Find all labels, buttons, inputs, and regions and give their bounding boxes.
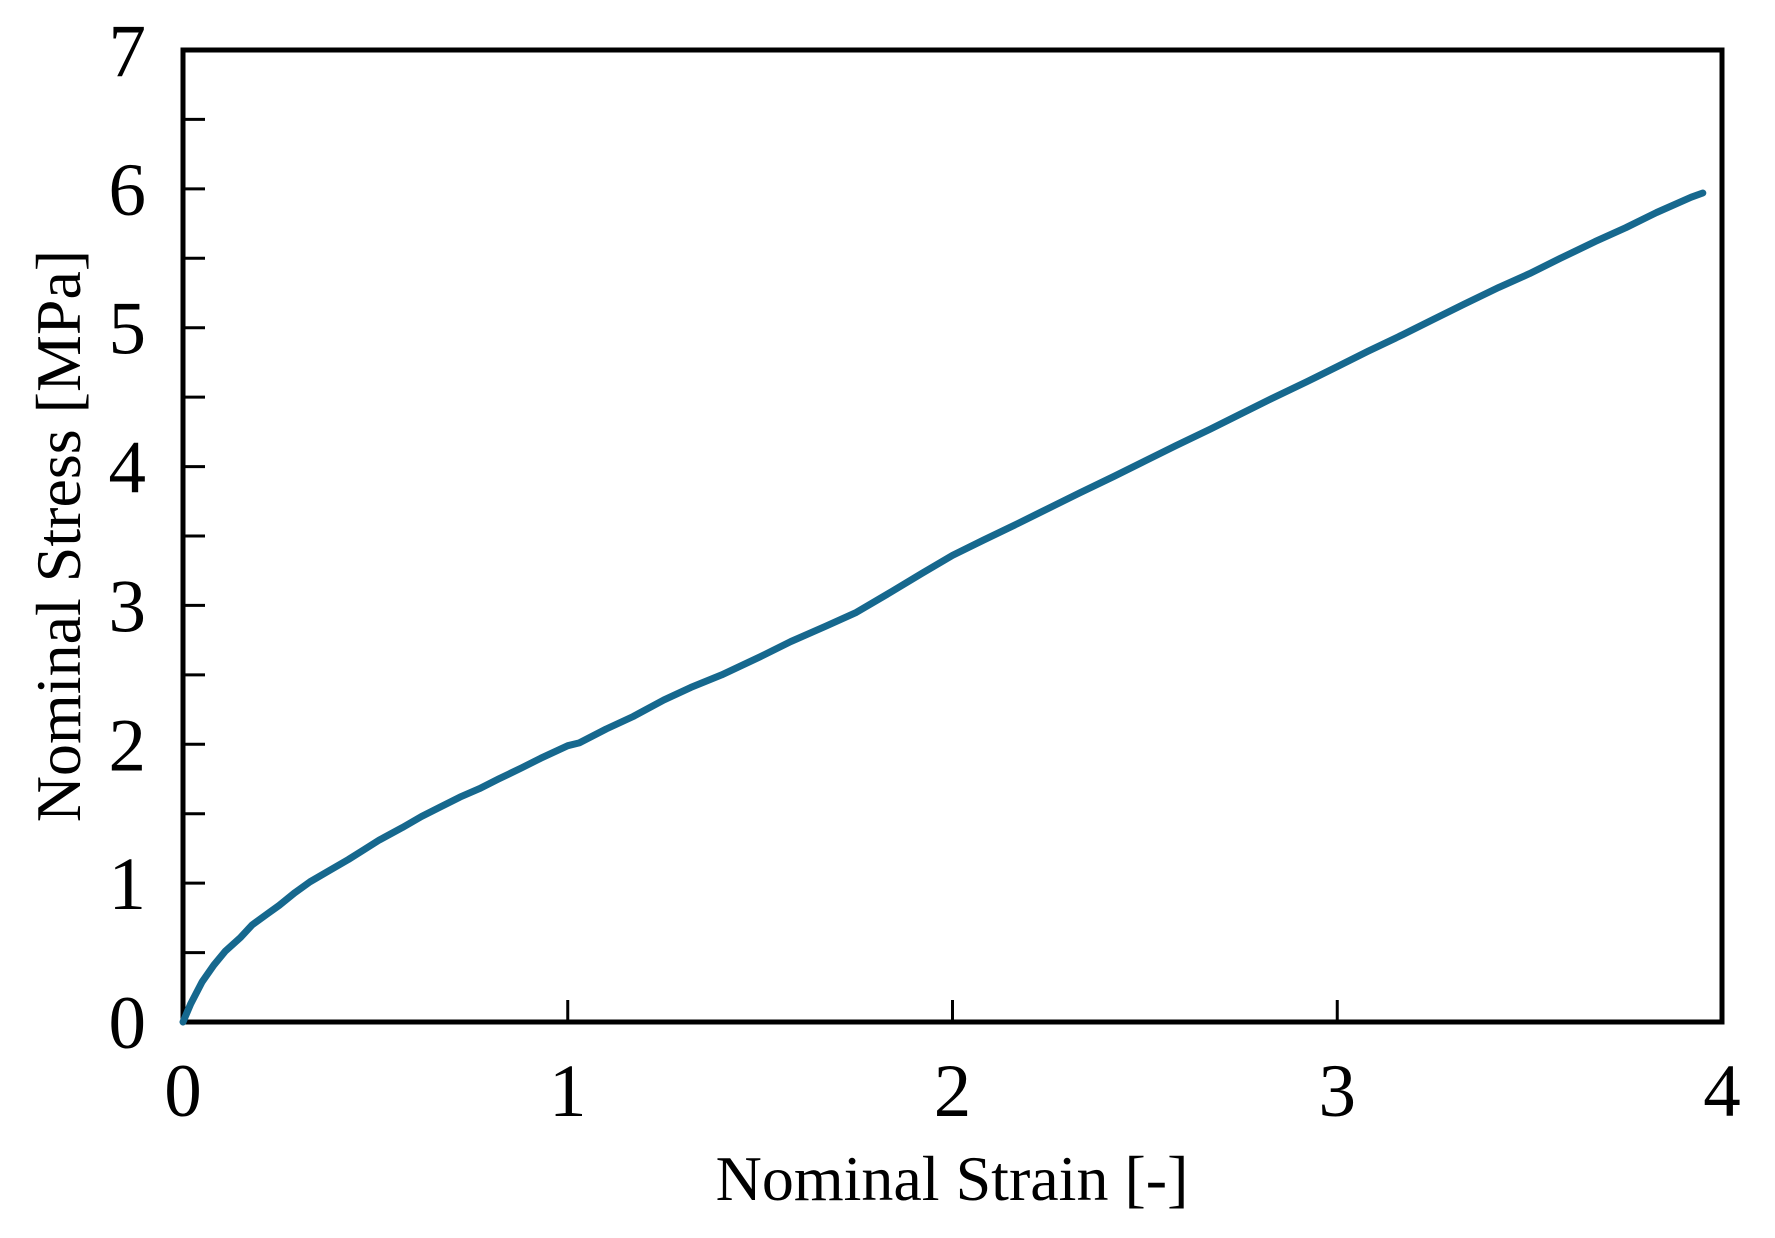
x-axis-title: Nominal Strain [-] [716, 1143, 1189, 1214]
y-tick-label: 4 [109, 427, 147, 510]
y-tick-label: 2 [109, 704, 147, 787]
plot-border [180, 47, 1725, 1025]
y-tick-label: 1 [109, 843, 147, 926]
x-tick-label: 3 [1319, 1050, 1357, 1133]
stress-strain-curve [179, 189, 1707, 1026]
x-tick-label: 2 [934, 1050, 972, 1133]
y-tick-label: 0 [109, 982, 147, 1065]
x-tick-label: 0 [164, 1050, 202, 1133]
x-tick-label: 4 [1703, 1050, 1741, 1133]
x-tick-label: 1 [549, 1050, 587, 1133]
y-tick-label: 7 [109, 10, 147, 93]
y-axis-title: Nominal Stress [MPa] [23, 250, 94, 822]
y-tick-label: 6 [109, 149, 147, 232]
y-tick-label: 3 [109, 565, 147, 648]
y-tick-label: 5 [109, 288, 147, 371]
plot-layer: 0 1 2 3 4 5 6 7 0 1 2 3 4 [109, 10, 1741, 1133]
